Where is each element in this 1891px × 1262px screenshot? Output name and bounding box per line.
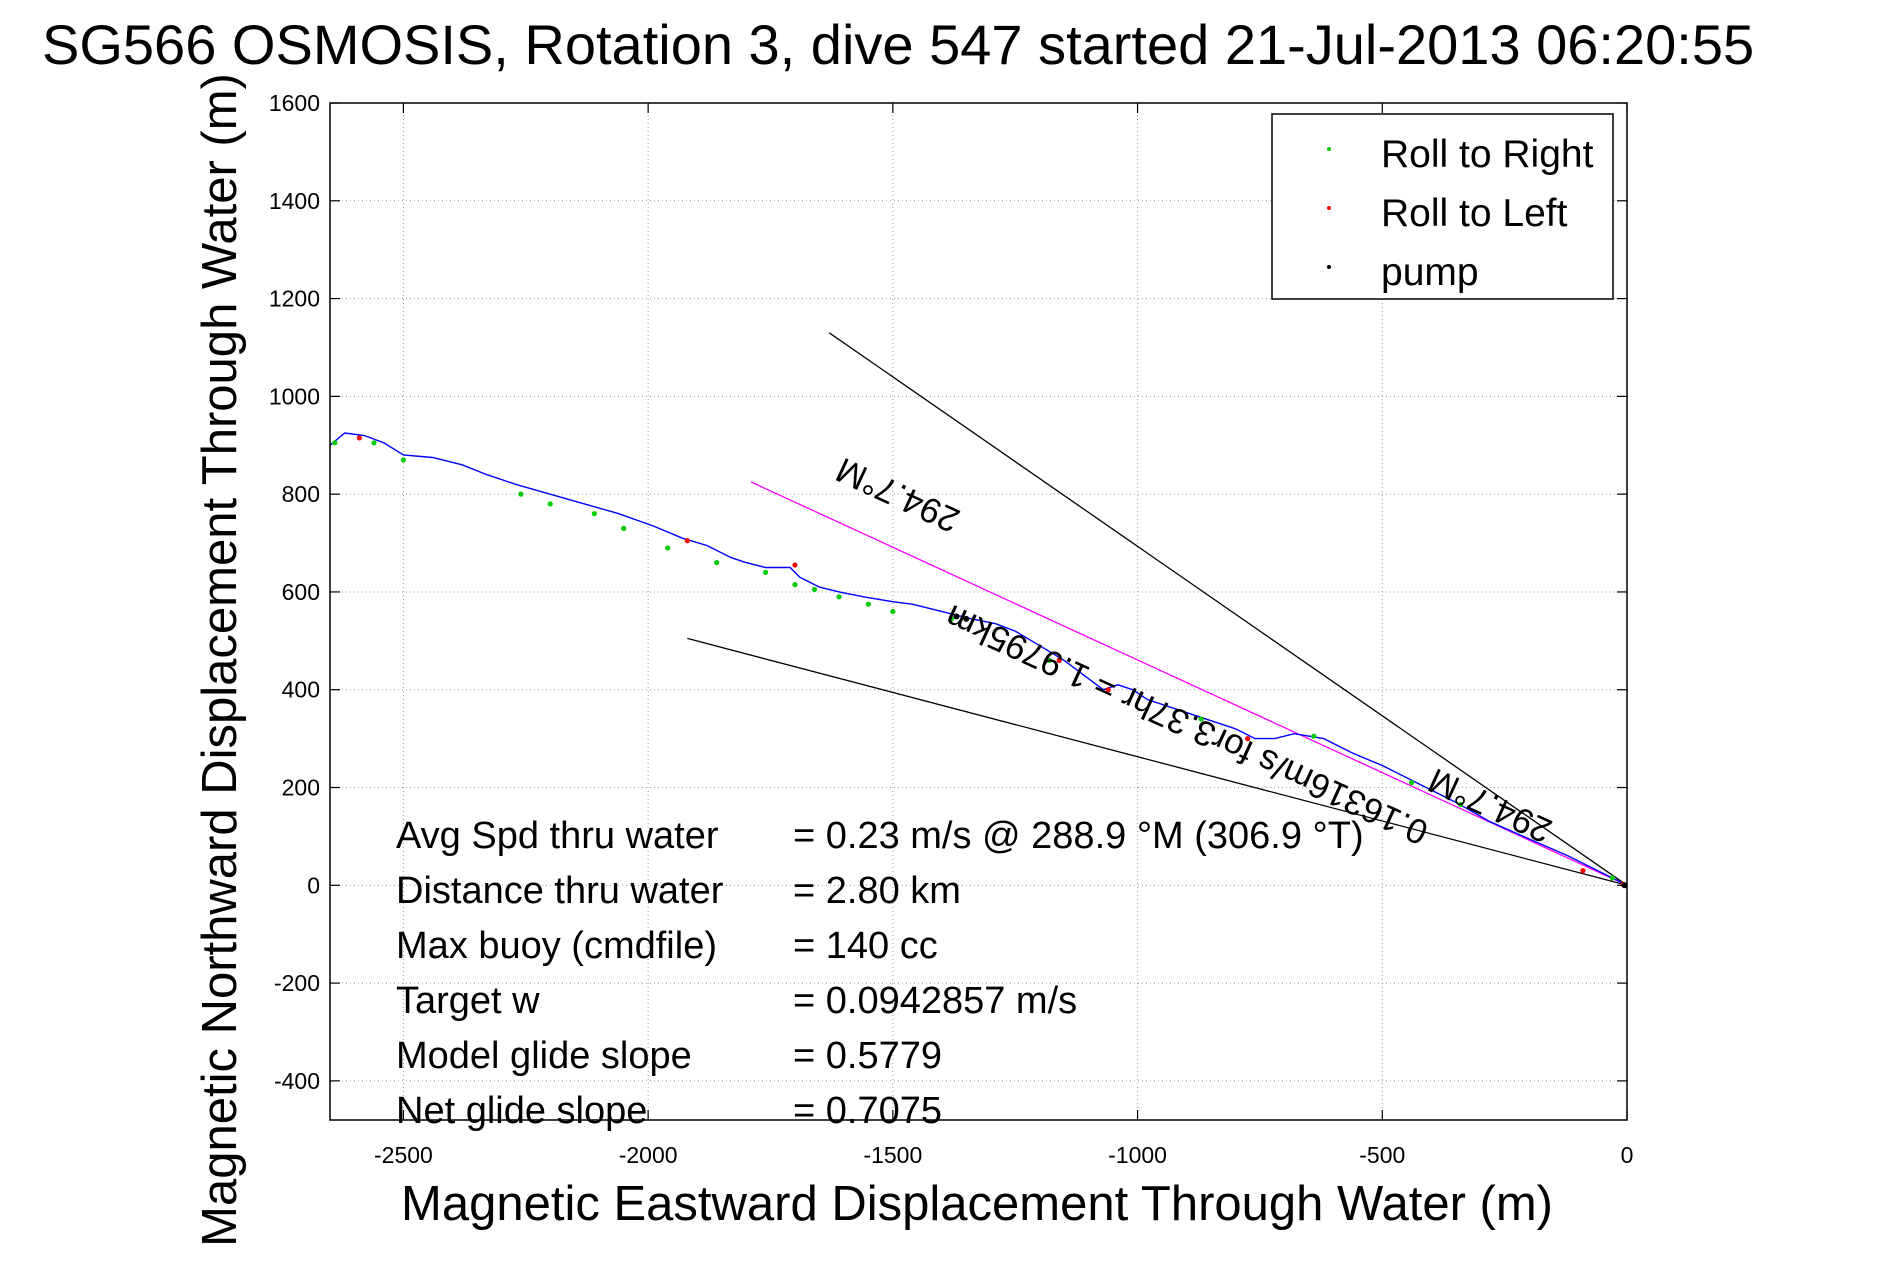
y-tick-label: 1400 xyxy=(269,188,320,214)
roll-right-point xyxy=(1457,802,1464,808)
y-tick-label: 1000 xyxy=(269,383,320,409)
x-ticks: -2500 -2000 -1500 -1000 -500 0 xyxy=(374,103,1633,1168)
stat-label: Avg Spd thru water xyxy=(396,815,719,857)
roll-right-point xyxy=(400,457,407,463)
y-tick-label: 1600 xyxy=(269,90,320,116)
roll-right-point xyxy=(371,440,377,446)
y-tick-label: 1200 xyxy=(269,286,320,312)
stat-value: = 140 cc xyxy=(793,925,938,967)
roll-right-point xyxy=(714,560,720,566)
pump-point xyxy=(963,615,970,622)
glider-track xyxy=(329,432,1628,886)
y-axis-label: Magnetic Northward Displacement Through … xyxy=(193,73,247,1247)
roll-right-point xyxy=(1198,716,1204,722)
stat-label: Model glide slope xyxy=(396,1035,692,1077)
y-tick-label: 600 xyxy=(282,579,320,605)
roll-right-point xyxy=(890,608,896,615)
x-tick-label: -500 xyxy=(1359,1142,1405,1168)
stat-label: Net glide slope xyxy=(396,1090,647,1132)
roll-right-point xyxy=(1311,733,1317,739)
stat-label: Distance thru water xyxy=(396,870,724,912)
roll-right-point xyxy=(762,569,769,575)
x-tick-label: -1500 xyxy=(863,1142,922,1168)
roll-left-point xyxy=(1245,736,1251,742)
roll-left-point xyxy=(684,538,690,544)
plot-frame xyxy=(329,102,1628,1121)
roll-left-point xyxy=(792,562,798,568)
track-line xyxy=(329,432,1628,886)
x-axis-label: Magnetic Eastward Displacement Through W… xyxy=(401,1177,1553,1231)
roll-right-point xyxy=(1409,780,1415,786)
stat-value: = 0.5779 xyxy=(793,1035,942,1077)
y-tick-label: -200 xyxy=(274,970,320,996)
roll-right-point xyxy=(665,545,671,551)
x-tick-label: -2500 xyxy=(374,1142,433,1168)
y-tick-label: 0 xyxy=(307,872,320,898)
stat-value: = 0.7075 xyxy=(793,1090,942,1132)
stat-value: = 0.23 m/s @ 288.9 °M (306.9 °T) xyxy=(793,815,1364,857)
roll-right-point xyxy=(332,440,338,446)
y-tick-label: 400 xyxy=(282,677,320,703)
roll-right-point xyxy=(547,501,553,507)
roll-right-point xyxy=(518,491,524,497)
roll-right-point xyxy=(865,601,871,607)
legend-label: Roll to Right xyxy=(1381,133,1594,176)
legend-marker xyxy=(1327,265,1331,269)
roll-left-point xyxy=(1056,657,1062,663)
roll-left-point xyxy=(356,435,362,441)
stat-value: = 2.80 km xyxy=(793,870,961,912)
roll-right-point xyxy=(591,511,597,517)
roll-right-point xyxy=(792,582,798,588)
chart-title: SG566 OSMOSIS, Rotation 3, dive 547 star… xyxy=(42,13,1754,76)
heading-line xyxy=(687,637,1628,886)
y-ticks: 1600 1400 1200 1000 800 600 400 200 0 -200 -400 xyxy=(269,90,1627,1094)
roll-right-point xyxy=(948,616,955,622)
legend: Roll to Right Roll to Left pump xyxy=(1271,113,1614,300)
roll-left-point xyxy=(1580,868,1586,874)
dive-stats: Avg Spd thru water = 0.23 m/s @ 288.9 °M … xyxy=(396,815,1364,1132)
roll-right-point xyxy=(621,525,627,531)
stat-label: Target w xyxy=(396,980,540,1022)
stat-value: = 0.0942857 m/s xyxy=(793,980,1077,1022)
legend-marker xyxy=(1327,206,1331,210)
y-tick-label: -400 xyxy=(274,1068,320,1094)
legend-marker xyxy=(1327,147,1331,151)
roll-right-point xyxy=(1609,875,1615,881)
roll-left-point xyxy=(1105,687,1111,693)
roll-right-point xyxy=(836,594,842,600)
heading-lines xyxy=(687,332,1628,886)
x-tick-label: 0 xyxy=(1621,1142,1634,1168)
x-tick-label: -1000 xyxy=(1108,1142,1167,1168)
pump-point xyxy=(953,613,960,620)
x-tick-label: -2000 xyxy=(619,1142,678,1168)
y-tick-label: 800 xyxy=(282,481,320,507)
roll-right-point xyxy=(1046,657,1053,663)
y-tick-label: 200 xyxy=(282,775,320,801)
legend-label: Roll to Left xyxy=(1381,192,1568,235)
roll-right-point xyxy=(811,586,818,593)
heading-line xyxy=(828,332,1628,886)
legend-label: pump xyxy=(1381,251,1479,294)
stat-label: Max buoy (cmdfile) xyxy=(396,925,717,967)
heading-line xyxy=(750,481,1628,886)
